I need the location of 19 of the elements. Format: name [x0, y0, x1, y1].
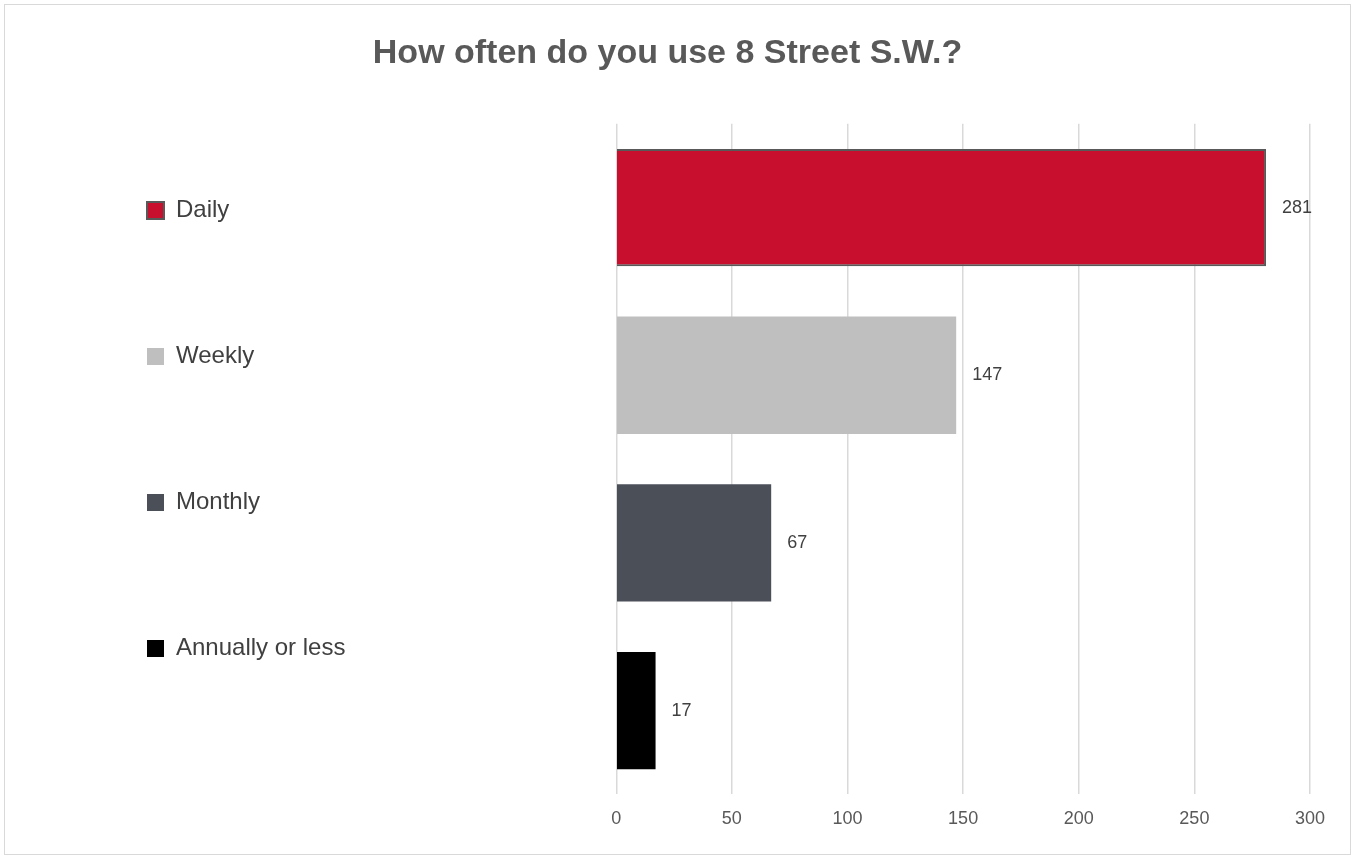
data-label: 67 [787, 531, 808, 552]
x-tick-label: 250 [1179, 808, 1210, 829]
x-tick-label: 200 [1063, 808, 1094, 829]
bar [617, 316, 957, 434]
data-label: 147 [972, 364, 1003, 385]
bar [617, 651, 656, 770]
data-label: 281 [1282, 196, 1313, 217]
legend-label: Monthly [176, 487, 261, 515]
x-tick-label: 100 [832, 808, 863, 829]
legend-label: Daily [176, 195, 230, 223]
x-tick-label: 50 [721, 808, 742, 829]
legend-label: Weekly [176, 341, 255, 369]
x-tick-label: 0 [611, 808, 622, 829]
x-tick-label: 150 [948, 808, 979, 829]
data-label: 17 [671, 699, 692, 720]
legend-label: Annually or less [176, 633, 346, 661]
x-tick-label: 300 [1294, 808, 1326, 829]
chart-title: How often do you use 8 Street S.W.? [372, 31, 963, 70]
bar [617, 484, 772, 602]
